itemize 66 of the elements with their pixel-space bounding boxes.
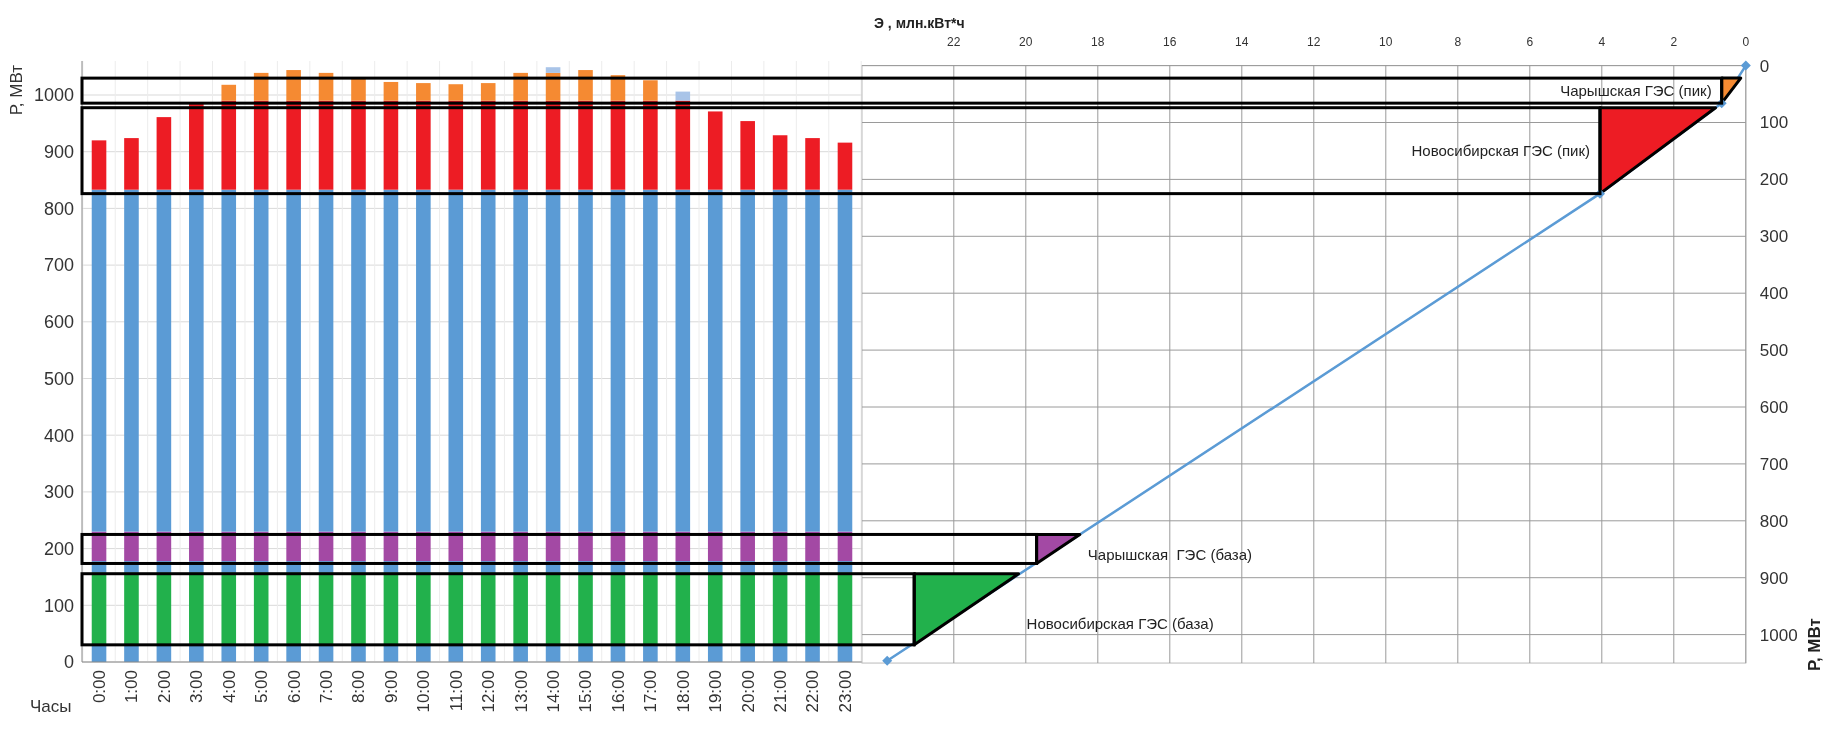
x-tick-label: 22 [947, 34, 961, 49]
x-tick-label: 5:00 [252, 670, 272, 704]
x-tick-label: 14 [1235, 34, 1249, 49]
x-tick-label: 11:00 [446, 670, 466, 712]
y-tick-label: 0 [1759, 56, 1770, 76]
x-tick-label: 19:00 [706, 670, 726, 713]
y-tick-label: 500 [1759, 341, 1789, 361]
x-tick-label: 4 [1598, 34, 1606, 49]
x-tick-label: 10:00 [414, 670, 434, 713]
x-tick-label: 6:00 [284, 670, 304, 704]
y-tick-label: 1000 [1759, 625, 1798, 645]
x-tick-label: 12 [1307, 34, 1321, 49]
y-tick-label: 900 [1759, 568, 1789, 588]
y-tick-label: 700 [1759, 454, 1789, 474]
x-tick-label: 15:00 [576, 670, 596, 713]
x-tick-label: 20 [1019, 34, 1033, 49]
y-tick-label: 900 [43, 142, 74, 162]
x-tick-label: 21:00 [771, 670, 791, 713]
x-tick-label: 20:00 [738, 670, 758, 713]
y-tick-label: 1000 [33, 85, 74, 106]
y-tick-label: 100 [1759, 113, 1789, 133]
series-label: Новосибирская ГЭС (пик) [1411, 141, 1590, 159]
y-axis-title: Р, МВт [6, 64, 26, 116]
y-tick-label: 800 [43, 198, 74, 219]
y-tick-label: 600 [1759, 397, 1789, 417]
y-tick-label: 300 [43, 482, 74, 503]
x-tick-label: 7:00 [317, 670, 336, 704]
x-axis-title: Э , млн.кВт*ч [874, 14, 965, 31]
x-tick-label: 10 [1379, 34, 1393, 49]
text: Новосибирская ГЭС (база) [1026, 614, 1214, 632]
y-axis-title: Р, МВт [1804, 618, 1824, 672]
x-tick-label: 9:00 [381, 670, 401, 704]
x-tick-label: 4:00 [219, 670, 239, 704]
x-tick-label: 16:00 [608, 670, 628, 713]
x-tick-label: 14:00 [544, 670, 564, 713]
x-axis-title: Часы [30, 697, 72, 716]
y-tick-label: 800 [1759, 511, 1789, 531]
x-tick-label: 22:00 [803, 670, 823, 713]
x-tick-label: 18:00 [673, 670, 693, 713]
y-tick-label: 400 [1759, 284, 1789, 304]
y-tick-label: 300 [1759, 227, 1789, 247]
y-tick-label: 700 [43, 255, 74, 276]
y-tick-label: 0 [63, 652, 74, 673]
x-tick-label: 3:00 [187, 670, 207, 704]
x-tick-label: 8 [1454, 34, 1462, 49]
y-tick-label: 400 [43, 425, 74, 446]
x-tick-label: 16 [1163, 34, 1177, 49]
x-tick-label: 17:00 [641, 670, 661, 713]
x-tick-label: 2:00 [154, 670, 174, 704]
x-tick-label: 18 [1091, 34, 1105, 49]
x-tick-label: 12:00 [479, 670, 499, 713]
x-tick-label: 8:00 [349, 670, 369, 704]
y-tick-label: 500 [43, 368, 74, 389]
x-tick-label: 0:00 [89, 670, 109, 704]
y-tick-label: 200 [1759, 170, 1789, 190]
x-tick-label: 1:00 [122, 670, 142, 704]
x-tick-label: 6 [1526, 34, 1534, 49]
series-label: Чарышская ГЭС (база) [1087, 546, 1253, 564]
x-tick-label: 13:00 [511, 670, 531, 713]
x-tick-label: 0 [1742, 34, 1750, 49]
y-tick-label: 600 [43, 312, 74, 333]
y-tick-label: 200 [43, 538, 74, 559]
x-tick-label: 2 [1670, 34, 1678, 49]
series-label: Чарышская ГЭС (пик) [1560, 81, 1712, 99]
y-tick-label: 100 [43, 595, 74, 616]
x-tick-label: 23:00 [835, 670, 855, 713]
